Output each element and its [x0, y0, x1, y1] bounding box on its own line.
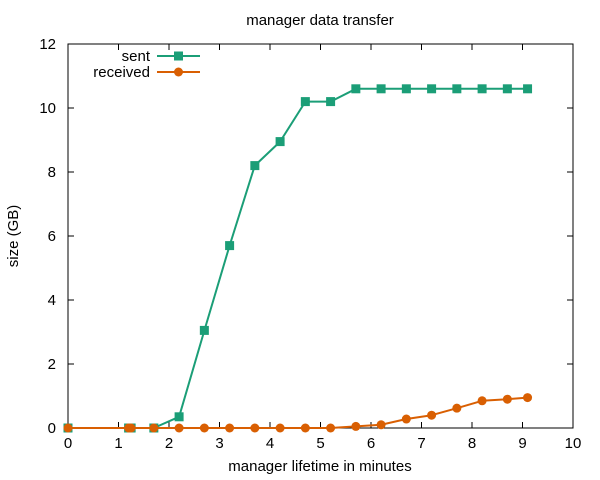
legend-label-received: received	[93, 64, 150, 81]
data-point-sent	[199, 325, 209, 335]
legend-label-sent: sent	[122, 48, 151, 65]
x-tick-label: 6	[367, 435, 375, 452]
data-point-sent	[174, 412, 184, 422]
data-point-sent	[523, 84, 533, 94]
legend-marker-sent	[174, 51, 183, 61]
data-point-received	[502, 394, 512, 404]
x-axis-label: manager lifetime in minutes	[228, 458, 411, 475]
data-point-sent	[326, 97, 336, 107]
x-tick-label: 7	[417, 435, 425, 452]
x-tick-label: 3	[215, 435, 223, 452]
data-point-received	[199, 423, 209, 433]
chart-title: manager data transfer	[246, 12, 394, 29]
data-point-received	[275, 423, 285, 433]
y-axis-label: size (GB)	[5, 205, 22, 268]
series-received	[63, 393, 533, 433]
x-tick-label: 10	[565, 435, 582, 452]
data-point-received	[63, 423, 73, 433]
data-point-received	[477, 396, 487, 406]
data-point-sent	[351, 84, 361, 94]
series-line-received	[68, 396, 528, 429]
series-sent	[63, 84, 533, 433]
data-point-sent	[427, 84, 437, 94]
data-point-received	[401, 414, 411, 424]
data-point-sent	[452, 84, 462, 94]
data-point-sent	[477, 84, 487, 94]
data-point-sent	[502, 84, 512, 94]
series-group	[63, 84, 533, 433]
data-point-sent	[250, 161, 260, 171]
y-tick-label: 2	[48, 356, 56, 373]
x-tick-label: 2	[165, 435, 173, 452]
data-point-received	[376, 420, 386, 430]
data-point-received	[326, 423, 336, 433]
data-point-received	[351, 421, 361, 431]
data-point-sent	[376, 84, 386, 94]
x-tick-label: 5	[316, 435, 324, 452]
data-point-sent	[401, 84, 411, 94]
legend-marker-received	[174, 67, 183, 77]
data-point-received	[300, 423, 310, 433]
data-point-received	[126, 423, 136, 433]
data-point-received	[452, 403, 462, 413]
x-tick-label: 4	[266, 435, 274, 452]
data-point-received	[250, 423, 260, 433]
data-point-sent	[275, 137, 285, 147]
x-tick-label: 1	[114, 435, 122, 452]
y-tick-label: 8	[48, 164, 56, 181]
data-point-received	[427, 410, 437, 420]
y-tick-label: 0	[48, 420, 56, 437]
y-tick-label: 10	[39, 100, 56, 117]
x-tick-label: 0	[64, 435, 72, 452]
data-point-received	[149, 423, 159, 433]
y-tick-label: 6	[48, 228, 56, 245]
x-tick-label: 8	[468, 435, 476, 452]
series-line-sent	[68, 87, 528, 429]
y-tick-label: 12	[39, 36, 56, 53]
data-point-sent	[225, 241, 235, 251]
y-tick-label: 4	[48, 292, 56, 309]
data-point-received	[174, 423, 184, 433]
data-point-sent	[300, 97, 310, 107]
data-point-received	[225, 423, 235, 433]
data-point-received	[523, 393, 533, 403]
x-tick-label: 9	[518, 435, 526, 452]
